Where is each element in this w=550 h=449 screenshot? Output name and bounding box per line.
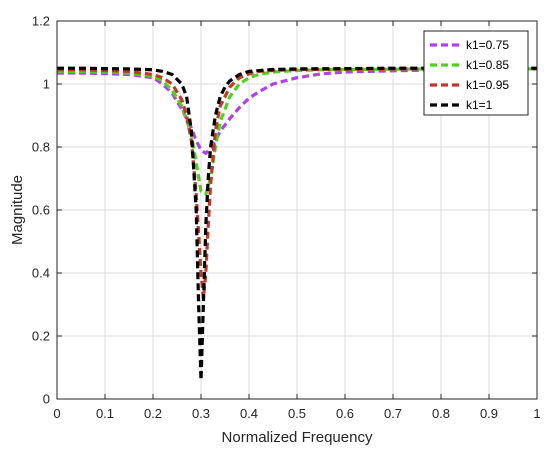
- x-axis-label: Normalized Frequency: [222, 429, 373, 446]
- y-tick-label: 0.2: [32, 329, 50, 344]
- legend-label-4: k1=1: [466, 98, 493, 112]
- legend-label-2: k1=0.85: [466, 58, 509, 72]
- x-tick-label: 0.5: [288, 406, 306, 421]
- x-tick-label: 0.7: [384, 406, 402, 421]
- y-axis-label: Magnitude: [9, 175, 26, 245]
- y-tick-label: 0: [43, 392, 50, 407]
- legend: k1=0.75 k1=0.85 k1=0.95 k1=1: [423, 30, 529, 116]
- y-tick-label: 1: [43, 77, 50, 92]
- y-tick-label: 0.4: [32, 266, 50, 281]
- grid-lines: [57, 21, 537, 399]
- x-tick-labels: 0 0.1 0.2 0.3 0.4 0.5 0.6 0.7 0.8 0.9 1: [53, 406, 540, 421]
- x-tick-label: 0.8: [432, 406, 450, 421]
- y-tick-label: 1.2: [32, 14, 50, 29]
- y-tick-labels: 0 0.2 0.4 0.6 0.8 1 1.2: [32, 14, 50, 407]
- series-line-4: [57, 66, 537, 382]
- legend-label-3: k1=0.95: [466, 78, 509, 92]
- x-tick-label: 0.9: [480, 406, 498, 421]
- x-tick-label: 0.1: [96, 406, 114, 421]
- y-tick-label: 0.8: [32, 140, 50, 155]
- x-tick-label: 0.2: [144, 406, 162, 421]
- x-tick-label: 0: [53, 406, 60, 421]
- legend-label-1: k1=0.75: [466, 38, 509, 52]
- series-line-1: [57, 67, 538, 155]
- x-tick-label: 0.6: [336, 406, 354, 421]
- x-tick-label: 0.4: [240, 406, 258, 421]
- series-layer: [57, 66, 538, 382]
- x-tick-label: 1: [533, 406, 540, 421]
- x-tick-label: 0.3: [192, 406, 210, 421]
- y-tick-label: 0.6: [32, 203, 50, 218]
- axis-ticks: [56, 20, 538, 400]
